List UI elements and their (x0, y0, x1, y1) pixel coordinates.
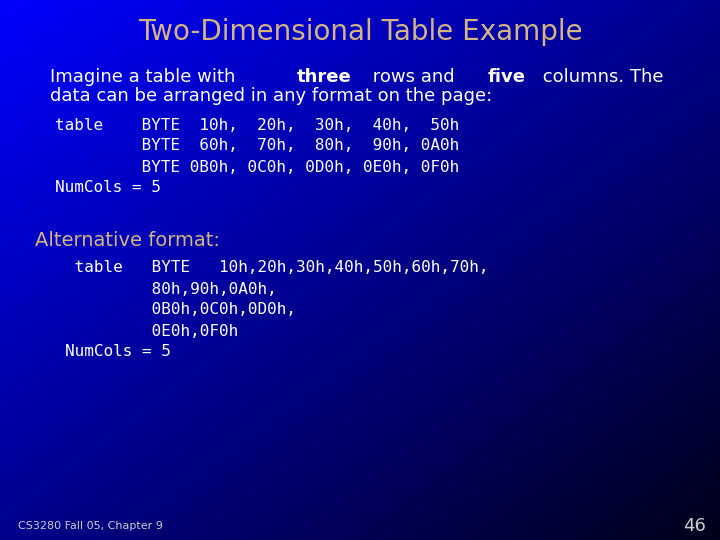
Text: 80h,90h,0A0h,: 80h,90h,0A0h, (65, 281, 276, 296)
Text: CS3280 Fall 05, Chapter 9: CS3280 Fall 05, Chapter 9 (18, 521, 163, 531)
Text: columns. The: columns. The (537, 68, 663, 86)
Text: rows and: rows and (367, 68, 461, 86)
Text: five: five (487, 68, 526, 86)
Text: Two-Dimensional Table Example: Two-Dimensional Table Example (138, 18, 582, 46)
Text: 0E0h,0F0h: 0E0h,0F0h (65, 323, 238, 339)
Text: table   BYTE   10h,20h,30h,40h,50h,60h,70h,: table BYTE 10h,20h,30h,40h,50h,60h,70h, (65, 260, 488, 275)
Text: Alternative format:: Alternative format: (35, 231, 220, 249)
Text: BYTE  60h,  70h,  80h,  90h, 0A0h: BYTE 60h, 70h, 80h, 90h, 0A0h (55, 138, 459, 153)
Text: Imagine a table with: Imagine a table with (50, 68, 241, 86)
Text: NumCols = 5: NumCols = 5 (55, 180, 161, 195)
Text: 46: 46 (683, 517, 706, 535)
Text: three: three (297, 68, 351, 86)
Text: BYTE 0B0h, 0C0h, 0D0h, 0E0h, 0F0h: BYTE 0B0h, 0C0h, 0D0h, 0E0h, 0F0h (55, 159, 459, 174)
Text: NumCols = 5: NumCols = 5 (65, 345, 171, 360)
Text: data can be arranged in any format on the page:: data can be arranged in any format on th… (50, 87, 492, 105)
Text: 0B0h,0C0h,0D0h,: 0B0h,0C0h,0D0h, (65, 302, 296, 318)
Text: table    BYTE  10h,  20h,  30h,  40h,  50h: table BYTE 10h, 20h, 30h, 40h, 50h (55, 118, 459, 132)
